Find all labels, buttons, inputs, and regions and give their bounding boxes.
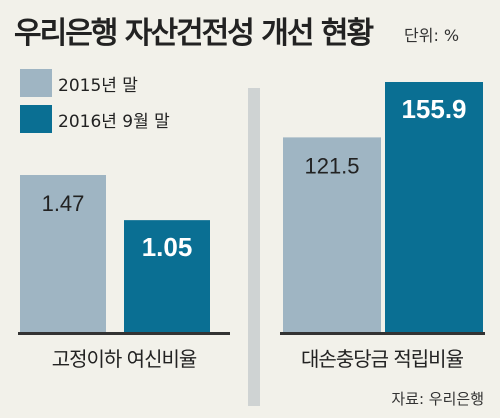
category-label-npl-ratio: 고정이하 여신비율 xyxy=(51,347,198,371)
baseline-left xyxy=(18,332,230,335)
legend-item-2016: 2016년 9월 말 xyxy=(20,104,170,134)
legend-item-2015: 2015년 말 xyxy=(20,68,138,98)
legend-label-2016: 2016년 9월 말 xyxy=(58,111,170,132)
value-label-npl-ratio-2015: 1.47 xyxy=(42,191,85,216)
bar-coverage-ratio-2016 xyxy=(385,82,483,333)
value-label-coverage-ratio-2016: 155.9 xyxy=(401,94,466,124)
baseline-right xyxy=(280,332,485,335)
value-label-npl-ratio-2016: 1.05 xyxy=(142,232,193,262)
legend-label-2015: 2015년 말 xyxy=(58,75,138,96)
bar-npl-ratio-2016 xyxy=(124,220,210,333)
chart-title: 우리은행 자산건전성 개선 현황 xyxy=(14,16,374,51)
bar-coverage-ratio-2015 xyxy=(283,137,381,333)
panel-divider xyxy=(248,88,260,406)
unit-label: 단위: % xyxy=(404,26,460,45)
legend-swatch-2015 xyxy=(20,69,52,97)
source-note: 자료: 우리은행 xyxy=(391,390,484,408)
legend-swatch-2016 xyxy=(20,105,52,133)
bar-npl-ratio-2015 xyxy=(20,175,106,333)
category-label-coverage-ratio: 대손충당금 적립비율 xyxy=(301,347,464,371)
value-label-coverage-ratio-2015: 121.5 xyxy=(304,153,359,178)
